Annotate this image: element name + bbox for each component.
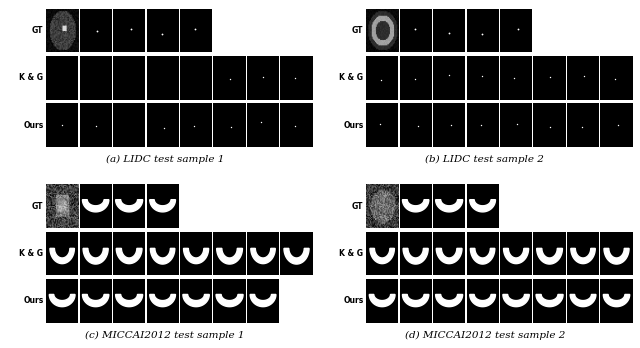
Text: K & G: K & G <box>19 73 44 82</box>
Polygon shape <box>369 294 395 307</box>
Polygon shape <box>370 248 394 264</box>
Polygon shape <box>537 248 563 264</box>
Polygon shape <box>604 248 629 264</box>
Text: K & G: K & G <box>339 249 364 258</box>
Text: Ours: Ours <box>23 296 44 306</box>
Polygon shape <box>470 294 495 307</box>
Polygon shape <box>436 294 463 307</box>
Polygon shape <box>403 200 429 212</box>
Polygon shape <box>504 248 529 264</box>
Polygon shape <box>116 294 143 307</box>
Polygon shape <box>50 248 74 264</box>
Text: Ours: Ours <box>343 121 364 130</box>
Polygon shape <box>184 248 209 264</box>
Polygon shape <box>470 200 495 212</box>
Polygon shape <box>251 248 275 264</box>
Polygon shape <box>83 248 108 264</box>
Polygon shape <box>116 200 143 212</box>
Text: GT: GT <box>352 26 364 35</box>
Polygon shape <box>217 248 243 264</box>
Polygon shape <box>183 294 209 307</box>
Polygon shape <box>570 294 596 307</box>
Polygon shape <box>250 294 276 307</box>
Text: Ours: Ours <box>343 296 364 306</box>
Text: K & G: K & G <box>19 249 44 258</box>
Text: K & G: K & G <box>339 73 364 82</box>
Polygon shape <box>150 200 175 212</box>
Polygon shape <box>83 294 109 307</box>
Polygon shape <box>403 248 428 264</box>
Polygon shape <box>284 248 309 264</box>
Polygon shape <box>503 294 529 307</box>
Polygon shape <box>116 248 142 264</box>
Polygon shape <box>436 248 462 264</box>
Polygon shape <box>604 294 630 307</box>
Polygon shape <box>150 294 175 307</box>
Text: (d) MICCAI2012 test sample 2: (d) MICCAI2012 test sample 2 <box>404 331 565 340</box>
Text: (c) MICCAI2012 test sample 1: (c) MICCAI2012 test sample 1 <box>85 331 244 340</box>
Text: Ours: Ours <box>23 121 44 130</box>
Polygon shape <box>436 200 463 212</box>
Text: (b) LIDC test sample 2: (b) LIDC test sample 2 <box>426 155 544 164</box>
Text: GT: GT <box>32 202 44 211</box>
Polygon shape <box>83 200 109 212</box>
Polygon shape <box>571 248 595 264</box>
Text: GT: GT <box>352 202 364 211</box>
Text: GT: GT <box>32 26 44 35</box>
Polygon shape <box>536 294 563 307</box>
Polygon shape <box>403 294 429 307</box>
Polygon shape <box>150 248 175 264</box>
Text: (a) LIDC test sample 1: (a) LIDC test sample 1 <box>106 155 224 164</box>
Polygon shape <box>49 294 75 307</box>
Polygon shape <box>216 294 243 307</box>
Polygon shape <box>470 248 495 264</box>
